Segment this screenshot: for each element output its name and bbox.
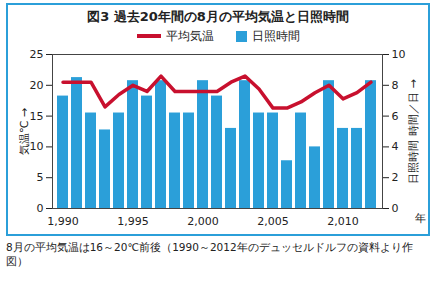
html-text:平均気温: 平均気温 [165, 28, 214, 43]
svg-text:日照時間 時間／日 →: 日照時間 時間／日 → [407, 79, 420, 183]
svg-text:年: 年 [415, 212, 426, 225]
svg-text:15: 15 [30, 110, 44, 123]
svg-text:2,010: 2,010 [327, 215, 359, 228]
svg-text:2: 2 [392, 171, 399, 184]
svg-text:6: 6 [392, 110, 399, 123]
html-text:図3 過去20年間の8月の平均気温と日照時間: 図3 過去20年間の8月の平均気温と日照時間 [87, 9, 349, 24]
svg-text:0: 0 [392, 202, 399, 215]
html-text:日照時間: 日照時間 [251, 28, 300, 43]
svg-text:4: 4 [392, 140, 399, 153]
html-text:8月の平均気温は16～20℃前後（1990～2012年のデュ: 8月の平均気温は16～20℃前後（1990～2012年のデュッセルドルフの資料よ… [6, 241, 413, 268]
svg-text:1,995: 1,995 [117, 215, 149, 228]
svg-text:25: 25 [30, 48, 44, 61]
svg-text:0: 0 [37, 202, 44, 215]
svg-text:2,000: 2,000 [187, 215, 219, 228]
svg-text:20: 20 [30, 79, 44, 92]
svg-text:気温℃ →: 気温℃ → [18, 108, 31, 155]
svg-text:10: 10 [30, 140, 44, 153]
svg-text:1,990: 1,990 [47, 215, 79, 228]
svg-text:10: 10 [392, 48, 406, 61]
svg-text:2,005: 2,005 [257, 215, 289, 228]
svg-text:8: 8 [392, 79, 399, 92]
svg-text:5: 5 [37, 171, 44, 184]
